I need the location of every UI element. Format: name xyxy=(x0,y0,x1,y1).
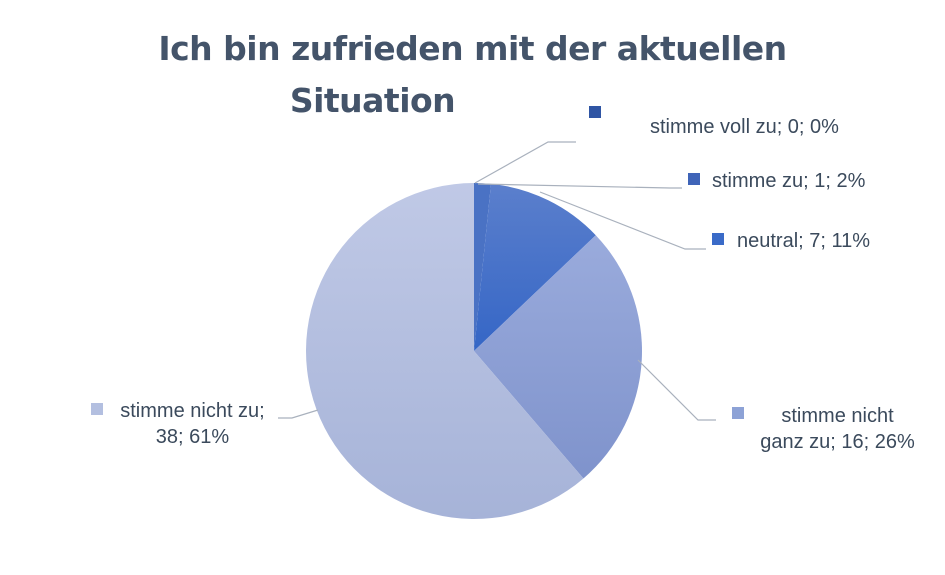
pie-slice-stimme-nicht-ganz-zu xyxy=(474,235,642,479)
legend-swatch-stimme-voll-zu xyxy=(589,106,601,118)
leader-lines xyxy=(278,141,716,421)
chart-title-line-2: Situation xyxy=(289,81,456,120)
label-stimme-voll-zu: stimme voll zu; 0; 0% xyxy=(650,116,839,138)
pie-slice-stimme-nicht-zu xyxy=(306,183,584,519)
label-line-1: stimme nicht xyxy=(781,405,894,427)
pie-slice-neutral xyxy=(474,183,596,351)
label-line-2: 38; 61% xyxy=(155,426,230,448)
legend-swatch-neutral xyxy=(712,233,724,245)
legend-swatch-stimme-zu xyxy=(688,173,700,185)
label-stimme-nicht-zu: stimme nicht zu; 38; 61% xyxy=(110,398,275,450)
chart-title-line-1: Ich bin zufrieden mit der aktuellen xyxy=(158,29,787,68)
label-stimme-nicht-ganz-zu: stimme nicht ganz zu; 16; 26% xyxy=(755,403,920,455)
legend-swatch-stimme-nicht-ganz-zu xyxy=(732,407,744,419)
pie-slice-stimme-zu xyxy=(474,183,491,351)
label-neutral: neutral; 7; 11% xyxy=(737,230,871,252)
label-line-2: ganz zu; 16; 26% xyxy=(760,431,915,453)
legend-swatch-stimme-nicht-zu xyxy=(91,403,103,415)
label-line-1: stimme nicht zu; xyxy=(120,400,265,422)
label-stimme-zu: stimme zu; 1; 2% xyxy=(712,170,866,192)
